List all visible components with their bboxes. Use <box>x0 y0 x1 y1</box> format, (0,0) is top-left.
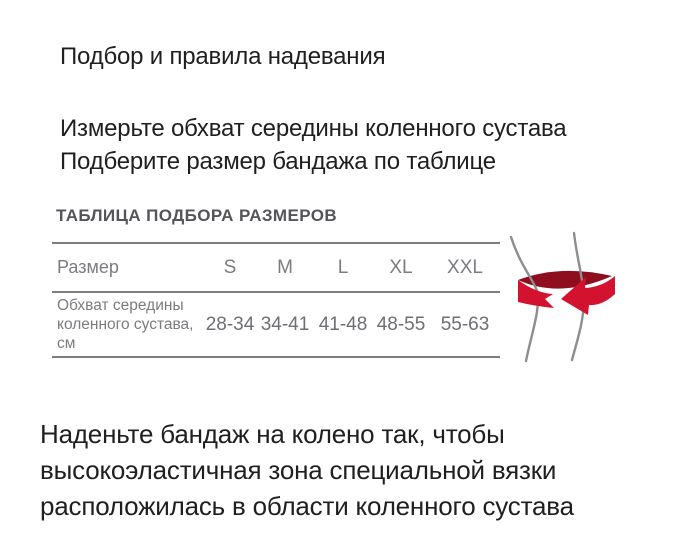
size-value-s: 28-34 <box>205 313 255 335</box>
size-value-l: 41-48 <box>318 313 368 335</box>
size-table-heading: ТАБЛИЦА ПОДБОРА РАЗМЕРОВ <box>56 206 338 225</box>
note-line-2: высокоэластичная зона специальной вязки <box>40 455 557 485</box>
size-value-xl: 48-55 <box>376 313 426 335</box>
measurement-instructions: Измерьте обхват середины коленного суста… <box>60 112 567 178</box>
note-line-3: расположилась в области коленного сустав… <box>40 491 574 521</box>
band-arrow-icon <box>561 276 615 315</box>
size-value-m: 34-41 <box>260 313 310 335</box>
instruction-line-choose-size: Подберите размер бандажа по таблице <box>60 148 496 175</box>
page-title: Подбор и правила надевания <box>60 43 386 70</box>
size-table-header-row: Размер S M L XL XXL <box>52 244 500 293</box>
fitting-note: Наденьте бандаж на колено так, чтобы выс… <box>40 416 574 524</box>
size-column-header-l: L <box>337 256 349 278</box>
size-table-data-row: Обхват середины коленного сустава, см 28… <box>52 293 500 356</box>
size-value-xxl: 55-63 <box>440 313 490 335</box>
note-line-1: Наденьте бандаж на колено так, чтобы <box>40 419 505 449</box>
band-inner-top <box>518 270 612 289</box>
knee-band-illustration <box>509 231 615 363</box>
size-column-header-m: M <box>277 256 293 278</box>
size-column-header-xxl: XXL <box>447 256 483 278</box>
band-left-segment <box>518 280 554 308</box>
instruction-line-measure: Измерьте обхват середины коленного суста… <box>60 115 567 142</box>
size-column-header-s: S <box>223 256 237 278</box>
size-table: Размер S M L XL XXL Обхват середины коле… <box>52 242 500 358</box>
size-column-header-xl: XL <box>389 256 413 278</box>
size-column-header: Размер <box>57 257 119 277</box>
size-row-label: Обхват середины коленного сустава, см <box>57 297 194 352</box>
